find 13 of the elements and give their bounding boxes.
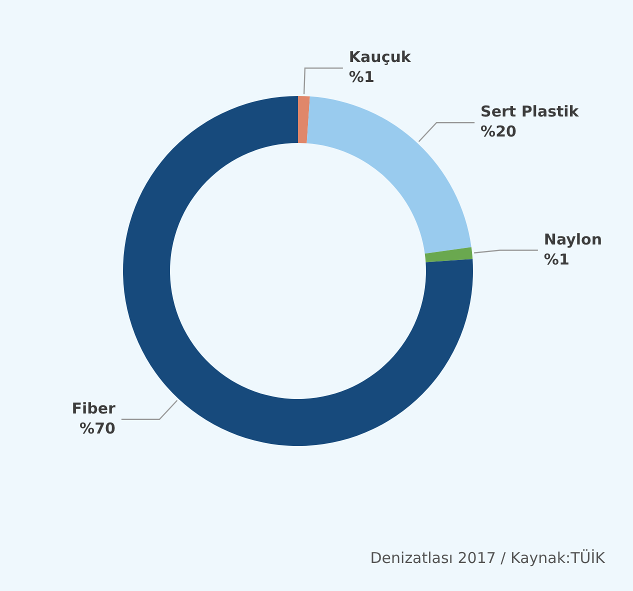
data-label: %20 [480, 122, 516, 141]
donut-slice [424, 247, 473, 262]
data-label: %1 [348, 68, 374, 86]
slice-label: Sert Plastik [480, 102, 580, 121]
donut-slice [123, 96, 473, 446]
slice-label: Naylon [544, 230, 602, 248]
donut-slice [298, 96, 310, 144]
text: Denizatlası 2017 / Kaynak:TÜİK [370, 549, 606, 567]
slice-label: Fiber [72, 399, 116, 418]
data-label: %1 [544, 250, 570, 268]
slice-label: Kauçuk [348, 48, 412, 66]
data-label: %70 [80, 419, 116, 438]
donut-slice [306, 96, 472, 254]
